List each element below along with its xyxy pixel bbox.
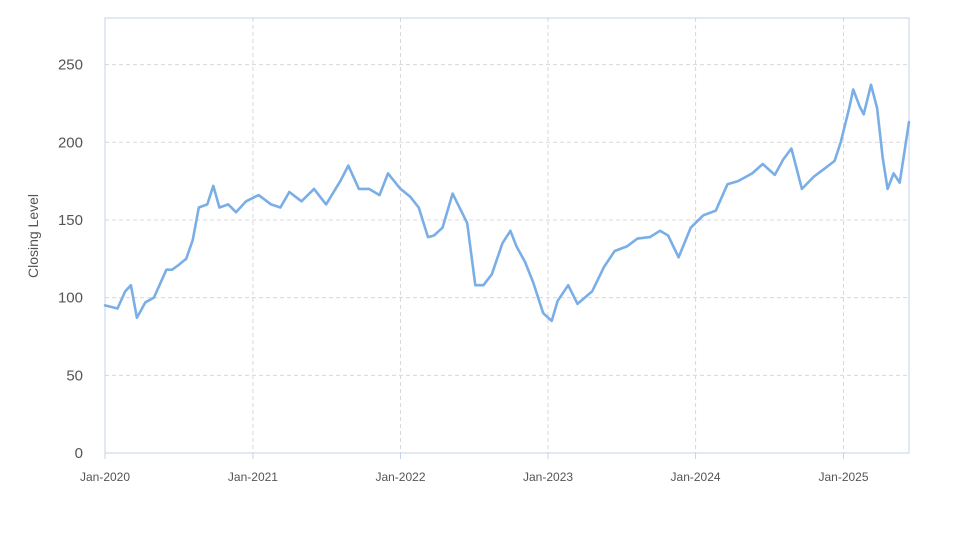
x-tick-label: Jan-2020 — [80, 470, 130, 484]
y-tick-label: 0 — [75, 445, 83, 462]
grid-lines — [105, 18, 909, 453]
y-tick-label: 100 — [58, 290, 83, 307]
series-line-closing-level — [103, 83, 911, 323]
y-axis-tick-labels: 0 50 100 150 200 250 — [58, 57, 83, 462]
plot-border — [104, 17, 910, 454]
x-tick-label: Jan-2024 — [671, 470, 721, 484]
x-tick-label: Jan-2021 — [228, 470, 278, 484]
y-tick-label: 250 — [58, 57, 83, 74]
series-lines — [103, 83, 911, 323]
y-tick-label: 50 — [66, 367, 83, 384]
x-tick-label: Jan-2023 — [523, 470, 573, 484]
x-tick-label: Jan-2022 — [375, 470, 425, 484]
y-axis-title: Closing Level — [25, 194, 41, 278]
y-tick-label: 200 — [58, 134, 83, 151]
x-axis-tick-labels: Jan-2020 Jan-2021 Jan-2022 Jan-2023 Jan-2024… — [80, 470, 869, 484]
y-tick-label: 150 — [58, 212, 83, 229]
x-tick-label: Jan-2025 — [818, 470, 868, 484]
plot-frame — [104, 17, 910, 459]
